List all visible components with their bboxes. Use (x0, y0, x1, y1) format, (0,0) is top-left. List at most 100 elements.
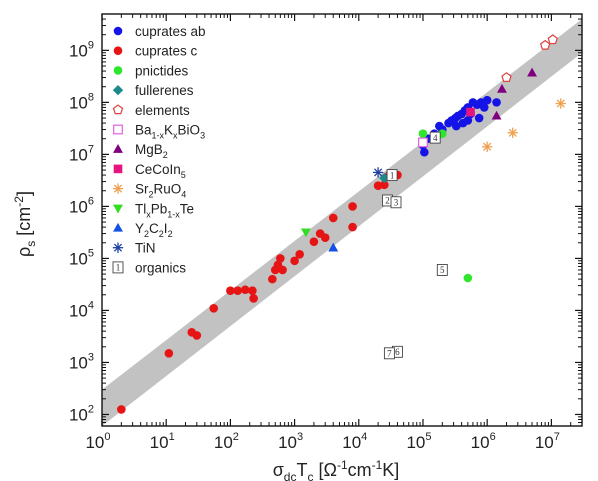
data-point-6-1 (497, 83, 507, 93)
legend-marker-4 (112, 104, 124, 115)
x-tick-label: 103 (278, 431, 303, 452)
data-point-0-19 (479, 103, 489, 112)
legend-marker-11 (112, 242, 124, 253)
legend-marker-5 (113, 124, 123, 135)
data-point-1-17 (309, 237, 319, 246)
legend-label-7: CeCoIn5 (135, 162, 186, 180)
data-point-5-0 (418, 137, 428, 148)
legend-entry-10: Y2C2I2 (113, 221, 173, 239)
legend-entry-5: Ba1-xKxBiO3 (113, 123, 205, 141)
legend-entry-1: cuprates c (113, 44, 198, 59)
x-tick-label: 106 (471, 431, 496, 452)
legend-entry-7: CeCoIn5 (113, 162, 186, 180)
data-point-3-0 (379, 172, 390, 184)
data-point-7-0 (466, 107, 475, 117)
legend-label-4: elements (135, 103, 190, 118)
x-tick-label: 102 (214, 431, 239, 452)
legend-label-6: MgB2 (135, 142, 168, 160)
organics-point-4: 4 (429, 131, 441, 144)
svg-text:5: 5 (440, 265, 445, 275)
data-point-0-23 (463, 116, 473, 125)
organics-point-7: 7 (383, 347, 395, 360)
data-point-4-1 (539, 39, 551, 50)
legend-entry-6: MgB2 (113, 142, 168, 160)
legend-label-10: Y2C2I2 (135, 221, 173, 239)
legend-entry-9: TlxPb1-xTe (113, 201, 194, 219)
legend-entry-3: fullerenes (112, 83, 194, 98)
data-point-0-10 (451, 121, 461, 131)
data-point-2-2 (463, 273, 473, 283)
legend-entry-0: cuprates ab (113, 24, 206, 39)
data-point-10-0 (328, 242, 339, 252)
y-tick-label: 103 (69, 351, 94, 372)
data-point-1-9 (248, 286, 257, 295)
data-point-1-10 (268, 274, 277, 284)
legend-label-3: fullerenes (135, 83, 194, 98)
data-point-8-0 (482, 141, 493, 152)
axis-ticks: 100 101 102 103 104 105 106 107 102 103 104 105 106 1… (69, 13, 583, 452)
legend-entry-4: elements (112, 103, 190, 118)
legend-entry-12: 1 organics (112, 260, 186, 275)
data-point-1-14 (278, 265, 287, 275)
legend-marker-12: 1 (112, 261, 124, 274)
data-point-1-0 (117, 405, 126, 414)
data-point-8-2 (555, 98, 566, 109)
data-point-1-8 (249, 294, 258, 303)
data-point-1-5 (226, 286, 235, 295)
data-point-1-7 (240, 285, 250, 295)
svg-text:1: 1 (390, 170, 395, 180)
data-point-2-0 (418, 129, 428, 138)
y-axis-title: ρs [cm-2] (12, 191, 38, 257)
data-point-4-0 (501, 72, 512, 82)
legend-label-8: Sr2RuO4 (135, 182, 186, 200)
data-point-1-16 (295, 249, 304, 259)
y-tick-label: 105 (69, 247, 94, 268)
legend-label-2: pnictides (135, 63, 189, 78)
data-point-1-19 (320, 233, 330, 243)
data-point-0-1 (420, 147, 429, 157)
y-tick-label: 104 (69, 299, 94, 320)
legend-label-1: cuprates c (135, 44, 198, 59)
legend-marker-9 (113, 204, 123, 214)
legend: cuprates ab cuprates c pnictides fullerenes… (112, 24, 206, 275)
data-point-9-0 (300, 228, 311, 238)
legend-marker-7 (113, 164, 123, 174)
legend-label-9: TlxPb1-xTe (135, 201, 194, 219)
organics-point-3: 3 (390, 196, 402, 209)
legend-label-5: Ba1-xKxBiO3 (135, 123, 205, 141)
data-point-1-13 (276, 254, 285, 263)
legend-entry-8: Sr2RuO4 (112, 182, 186, 200)
data-point-0-21 (492, 98, 501, 107)
legend-marker-8 (112, 183, 124, 194)
organics-point-5: 5 (436, 264, 448, 276)
data-point-4-2 (547, 34, 558, 45)
data-point-11-0 (372, 167, 384, 178)
legend-marker-0 (113, 26, 123, 36)
legend-label-0: cuprates ab (135, 24, 206, 39)
svg-text:3: 3 (394, 197, 399, 207)
svg-text:4: 4 (433, 133, 438, 143)
data-point-6-2 (527, 67, 537, 77)
svg-text:7: 7 (387, 348, 392, 358)
x-tick-label: 100 (85, 431, 110, 452)
x-tick-label: 104 (342, 431, 367, 452)
plot-frame (101, 13, 583, 427)
legend-entry-11: TiN (112, 241, 156, 256)
svg-text:6: 6 (395, 347, 400, 357)
data-point-1-24 (380, 180, 389, 190)
data-point-1-4 (209, 303, 219, 313)
y-tick-label: 106 (69, 195, 94, 216)
y-tick-label: 108 (69, 91, 94, 112)
data-point-1-3 (192, 331, 202, 340)
data-point-1-6 (233, 286, 243, 295)
legend-marker-10 (113, 222, 123, 232)
data-point-1-20 (328, 213, 338, 223)
y-tick-label: 102 (69, 403, 94, 424)
x-tick-label: 105 (406, 431, 431, 452)
data-point-1-22 (348, 202, 357, 211)
legend-marker-6 (113, 144, 123, 153)
x-tick-label: 101 (150, 431, 175, 452)
x-tick-label: 107 (535, 431, 560, 452)
